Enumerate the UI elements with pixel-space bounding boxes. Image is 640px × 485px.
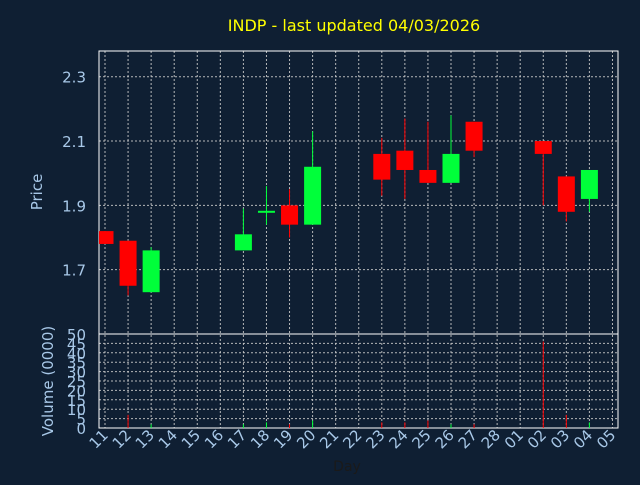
candle-body [304,166,322,225]
volume-tick-label: 25 [67,373,86,391]
volume-tick-label: 30 [67,364,86,382]
volume-tick-label: 0 [76,420,86,438]
candle-body [281,205,299,225]
candle-body [373,153,391,180]
chart-title: INDP - last updated 04/03/2026 [228,16,480,35]
price-tick-label: 1.9 [62,197,86,215]
candle-body [580,169,598,199]
volume-panel-frame [98,333,619,429]
volume-tick-label: 35 [67,354,86,372]
x-tick-label: 05 [593,426,619,452]
candle-body [465,121,483,151]
candle-body [396,150,414,170]
candle-body [557,176,575,212]
price-tick-label: 2.3 [62,69,86,87]
price-tick-label: 2.1 [62,133,86,151]
volume-tick-label: 10 [67,401,86,419]
candle-body [442,153,460,183]
candle-body [419,169,437,183]
volume-tick-label: 40 [67,345,86,363]
candle-body [257,210,275,213]
price-tick-label: 1.7 [62,262,86,280]
candle-body [119,240,137,286]
price-axis-label: Price [28,174,46,211]
volume-tick-label: 45 [67,335,86,353]
candle-body [534,141,552,154]
chart-layer: 1.71.92.12.30510152025303540455011121314… [62,50,619,452]
volume-axis-label: Volume (0000) [39,326,57,436]
volume-tick-label: 20 [67,382,86,400]
volume-tick-label: 15 [67,392,86,410]
x-axis-label: Day [333,459,361,475]
candle-body [234,234,252,251]
candle-body [142,250,160,293]
candle-body [99,231,114,244]
volume-tick-label: 5 [76,411,86,429]
volume-tick-label: 50 [67,326,86,344]
